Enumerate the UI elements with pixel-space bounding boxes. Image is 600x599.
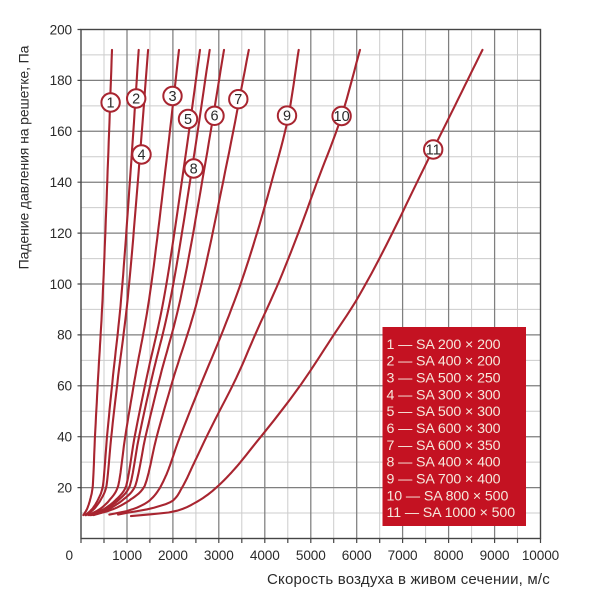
svg-text:3 — SA 500 × 250: 3 — SA 500 × 250: [387, 371, 501, 387]
svg-text:2: 2: [132, 91, 140, 107]
svg-text:0: 0: [66, 548, 74, 563]
svg-text:11: 11: [426, 142, 441, 158]
svg-text:200: 200: [50, 22, 73, 37]
svg-text:7000: 7000: [388, 548, 418, 563]
svg-text:1000: 1000: [112, 548, 142, 563]
svg-text:11 — SA 1000 × 500: 11 — SA 1000 × 500: [387, 505, 516, 521]
svg-text:Скорость воздуха в живом сечен: Скорость воздуха в живом сечении, м/с: [267, 571, 550, 588]
svg-text:8: 8: [190, 161, 198, 177]
svg-text:60: 60: [57, 379, 72, 394]
svg-text:4000: 4000: [250, 548, 280, 563]
svg-text:7: 7: [234, 92, 242, 108]
svg-text:9: 9: [283, 108, 291, 124]
svg-text:6: 6: [210, 109, 218, 125]
svg-text:6000: 6000: [342, 548, 372, 563]
svg-text:7 — SA 600 × 350: 7 — SA 600 × 350: [387, 438, 501, 454]
svg-text:3: 3: [168, 89, 176, 105]
svg-text:9000: 9000: [480, 548, 510, 563]
svg-text:9 — SA 700 × 400: 9 — SA 700 × 400: [387, 471, 501, 487]
svg-text:100: 100: [50, 277, 73, 292]
svg-text:10000: 10000: [522, 548, 560, 563]
svg-text:180: 180: [50, 73, 73, 88]
svg-text:10: 10: [334, 109, 350, 125]
svg-text:120: 120: [50, 226, 73, 241]
svg-text:40: 40: [57, 430, 72, 445]
svg-text:10 — SA 800 × 500: 10 — SA 800 × 500: [387, 488, 509, 504]
svg-text:5: 5: [184, 112, 192, 128]
svg-text:1 — SA 200 × 200: 1 — SA 200 × 200: [387, 337, 501, 353]
svg-text:20: 20: [57, 480, 72, 495]
svg-text:2000: 2000: [158, 548, 188, 563]
svg-text:6 — SA 600 × 300: 6 — SA 600 × 300: [387, 421, 501, 437]
svg-text:80: 80: [57, 328, 72, 343]
svg-text:8 — SA 400 × 400: 8 — SA 400 × 400: [387, 455, 501, 471]
svg-text:140: 140: [50, 175, 73, 190]
svg-text:5000: 5000: [296, 548, 326, 563]
svg-text:3000: 3000: [204, 548, 234, 563]
svg-text:5 — SA 500 × 300: 5 — SA 500 × 300: [387, 404, 501, 420]
svg-text:2 — SA 400 × 200: 2 — SA 400 × 200: [387, 354, 501, 370]
svg-text:Падение давления на решетке, П: Падение давления на решетке, Па: [15, 45, 31, 269]
svg-text:1: 1: [107, 95, 115, 111]
svg-text:4: 4: [137, 147, 145, 163]
svg-text:160: 160: [50, 124, 73, 139]
svg-text:4 — SA 300 × 300: 4 — SA 300 × 300: [387, 387, 501, 403]
svg-text:8000: 8000: [434, 548, 464, 563]
